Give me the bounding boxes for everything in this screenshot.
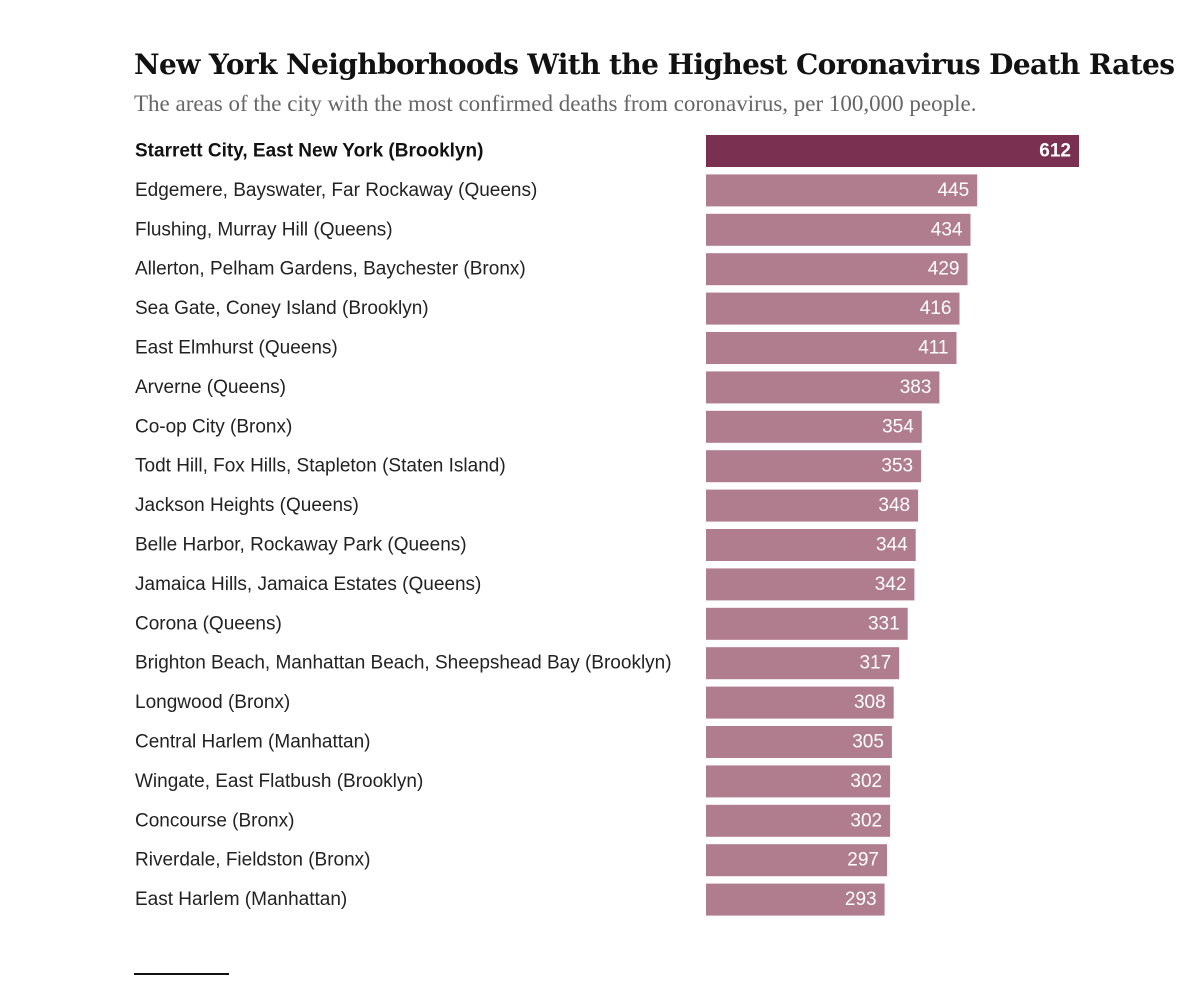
chart-title: New York Neighborhoods With the Highest … xyxy=(134,48,1175,81)
bar-value-label: 353 xyxy=(881,456,913,477)
chart-subtitle: The areas of the city with the most conf… xyxy=(134,91,977,116)
bar xyxy=(706,292,960,325)
bar-value-label: 416 xyxy=(920,298,952,319)
bar-value-label: 293 xyxy=(845,889,877,910)
bar-row: Wingate, East Flatbush (Brooklyn) 302 xyxy=(135,765,891,798)
bar-value-label: 302 xyxy=(850,771,882,792)
bar-value-label: 445 xyxy=(937,180,969,201)
category-label: East Elmhurst (Queens) xyxy=(135,338,338,359)
bar xyxy=(706,607,908,640)
category-label: Riverdale, Fieldston (Bronx) xyxy=(135,850,370,871)
bar xyxy=(706,883,885,916)
bar-value-label: 434 xyxy=(931,219,963,240)
bar-value-label: 612 xyxy=(1039,141,1071,162)
category-label: Co-op City (Bronx) xyxy=(135,416,292,437)
bar-value-label: 317 xyxy=(859,653,891,674)
bar-row: Jamaica Hills, Jamaica Estates (Queens) 3… xyxy=(135,568,915,601)
category-label: Jamaica Hills, Jamaica Estates (Queens) xyxy=(135,574,481,595)
bar-row: Longwood (Bronx) 308 xyxy=(135,686,894,719)
bar xyxy=(706,489,919,522)
category-label: Sea Gate, Coney Island (Brooklyn) xyxy=(135,298,429,319)
bar xyxy=(706,804,891,837)
category-label: Arverne (Queens) xyxy=(135,377,286,398)
category-label: Belle Harbor, Rockaway Park (Queens) xyxy=(135,535,467,556)
bar-row: Starrett City, East New York (Brooklyn) 6… xyxy=(135,135,1079,167)
bar-row: Riverdale, Fieldston (Bronx) 297 xyxy=(135,844,887,877)
bar xyxy=(706,568,915,601)
bar-row: Arverne (Queens) 383 xyxy=(135,371,940,404)
bar-value-label: 383 xyxy=(900,377,932,398)
bar-row: Concourse (Bronx) 302 xyxy=(135,804,891,837)
bar-value-label: 411 xyxy=(918,338,948,359)
bar-row: Flushing, Murray Hill (Queens) 434 xyxy=(135,213,971,246)
bar xyxy=(706,686,894,719)
bar-value-label: 305 xyxy=(852,732,884,753)
category-label: Wingate, East Flatbush (Brooklyn) xyxy=(135,771,423,792)
category-label: Brighton Beach, Manhattan Beach, Sheepsh… xyxy=(135,653,672,674)
category-label: Starrett City, East New York (Brooklyn) xyxy=(135,141,483,162)
category-label: Allerton, Pelham Gardens, Baychester (Br… xyxy=(135,259,526,280)
bar-value-label: 331 xyxy=(868,613,900,634)
category-label: Corona (Queens) xyxy=(135,613,282,634)
bar-row: East Harlem (Manhattan) 293 xyxy=(135,883,885,916)
bar-value-label: 348 xyxy=(878,495,910,516)
bar-row: Central Harlem (Manhattan) 305 xyxy=(135,726,892,758)
bar xyxy=(706,410,922,443)
category-label: Longwood (Bronx) xyxy=(135,692,290,713)
category-label: East Harlem (Manhattan) xyxy=(135,889,347,910)
bar-row: Sea Gate, Coney Island (Brooklyn) 416 xyxy=(135,292,960,325)
bar-row: Brighton Beach, Manhattan Beach, Sheepsh… xyxy=(135,647,900,680)
bar-value-label: 344 xyxy=(876,535,908,556)
bar-row: Edgemere, Bayswater, Far Rockaway (Queen… xyxy=(135,174,978,207)
category-label: Edgemere, Bayswater, Far Rockaway (Queen… xyxy=(135,180,537,201)
bar-highlight xyxy=(706,135,1079,167)
bar-row: Co-op City (Bronx) 354 xyxy=(135,410,922,443)
bar-row: Jackson Heights (Queens) 348 xyxy=(135,489,919,522)
bar-row: Allerton, Pelham Gardens, Baychester (Br… xyxy=(135,253,968,286)
bar-row: East Elmhurst (Queens) 411 xyxy=(135,332,957,364)
bar-value-label: 302 xyxy=(850,810,882,831)
bar-value-label: 308 xyxy=(854,692,886,713)
bar xyxy=(706,332,957,364)
bar xyxy=(706,844,887,877)
bar xyxy=(706,726,892,758)
bar-value-label: 342 xyxy=(875,574,907,595)
bar-value-label: 354 xyxy=(882,416,914,437)
bar xyxy=(706,371,940,404)
category-label: Jackson Heights (Queens) xyxy=(135,495,359,516)
bar xyxy=(706,765,891,798)
category-label: Concourse (Bronx) xyxy=(135,810,294,831)
bar xyxy=(706,529,916,561)
footer-divider xyxy=(134,973,229,975)
bar xyxy=(706,450,922,483)
bar-row: Todt Hill, Fox Hills, Stapleton (Staten … xyxy=(135,450,922,483)
category-label: Central Harlem (Manhattan) xyxy=(135,732,370,753)
bar xyxy=(706,647,900,680)
category-label: Flushing, Murray Hill (Queens) xyxy=(135,219,393,240)
bar xyxy=(706,253,968,286)
bar xyxy=(706,174,978,207)
bar-value-label: 429 xyxy=(928,259,960,280)
bar-row: Belle Harbor, Rockaway Park (Queens) 344 xyxy=(135,529,916,561)
bar-row: Corona (Queens) 331 xyxy=(135,607,908,640)
bar-value-label: 297 xyxy=(847,850,879,871)
category-label: Todt Hill, Fox Hills, Stapleton (Staten … xyxy=(135,456,506,477)
bar xyxy=(706,213,971,246)
